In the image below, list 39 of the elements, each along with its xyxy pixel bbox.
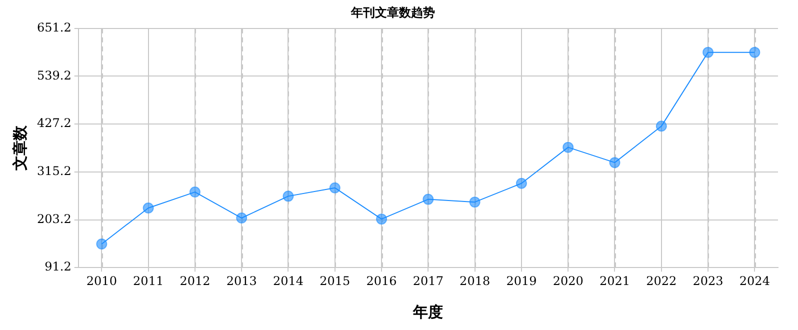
point <box>329 182 340 194</box>
point <box>562 142 574 153</box>
x-tick-label: 2015 <box>320 274 350 288</box>
x-tick-label: 2024 <box>739 274 770 288</box>
point <box>376 214 388 225</box>
x-tick-label: 2020 <box>552 274 584 288</box>
x-tick-label: 2017 <box>412 274 444 288</box>
x-tick-label: 2018 <box>460 274 490 288</box>
y-tick-label: 315.2 <box>36 164 72 178</box>
point <box>189 186 200 198</box>
x-tick-label: 2013 <box>226 274 257 288</box>
point <box>609 157 620 168</box>
x-tick-label: 2016 <box>366 274 397 288</box>
y-axis-title: 文章数 <box>10 124 29 172</box>
y-tick-label: 427.2 <box>36 116 72 130</box>
point <box>236 212 248 224</box>
point <box>142 202 154 214</box>
x-tick-label: 2010 <box>86 274 117 288</box>
point <box>702 46 714 58</box>
chart-title: 年刊文章数趋势 <box>350 5 435 20</box>
y-tick-label: 91.2 <box>44 260 72 274</box>
point <box>282 190 294 202</box>
point <box>469 196 480 208</box>
point <box>749 46 760 58</box>
x-tick-label: 2019 <box>506 274 537 288</box>
x-tick-label: 2023 <box>692 274 724 288</box>
point <box>656 120 667 132</box>
y-tick-label: 203.2 <box>36 212 72 226</box>
point <box>422 194 434 205</box>
x-tick-label: 2014 <box>272 274 304 288</box>
y-tick-label: 651.2 <box>36 20 72 35</box>
y-tick-label: 539.2 <box>36 68 72 82</box>
x-tick-label: 2011 <box>133 274 164 288</box>
point <box>96 238 108 250</box>
x-tick-label: 2021 <box>599 274 630 288</box>
x-tick-label: 2012 <box>180 274 210 288</box>
x-axis-title: 年度 <box>412 302 444 321</box>
point <box>516 178 527 189</box>
x-tick-label: 2022 <box>646 274 677 288</box>
